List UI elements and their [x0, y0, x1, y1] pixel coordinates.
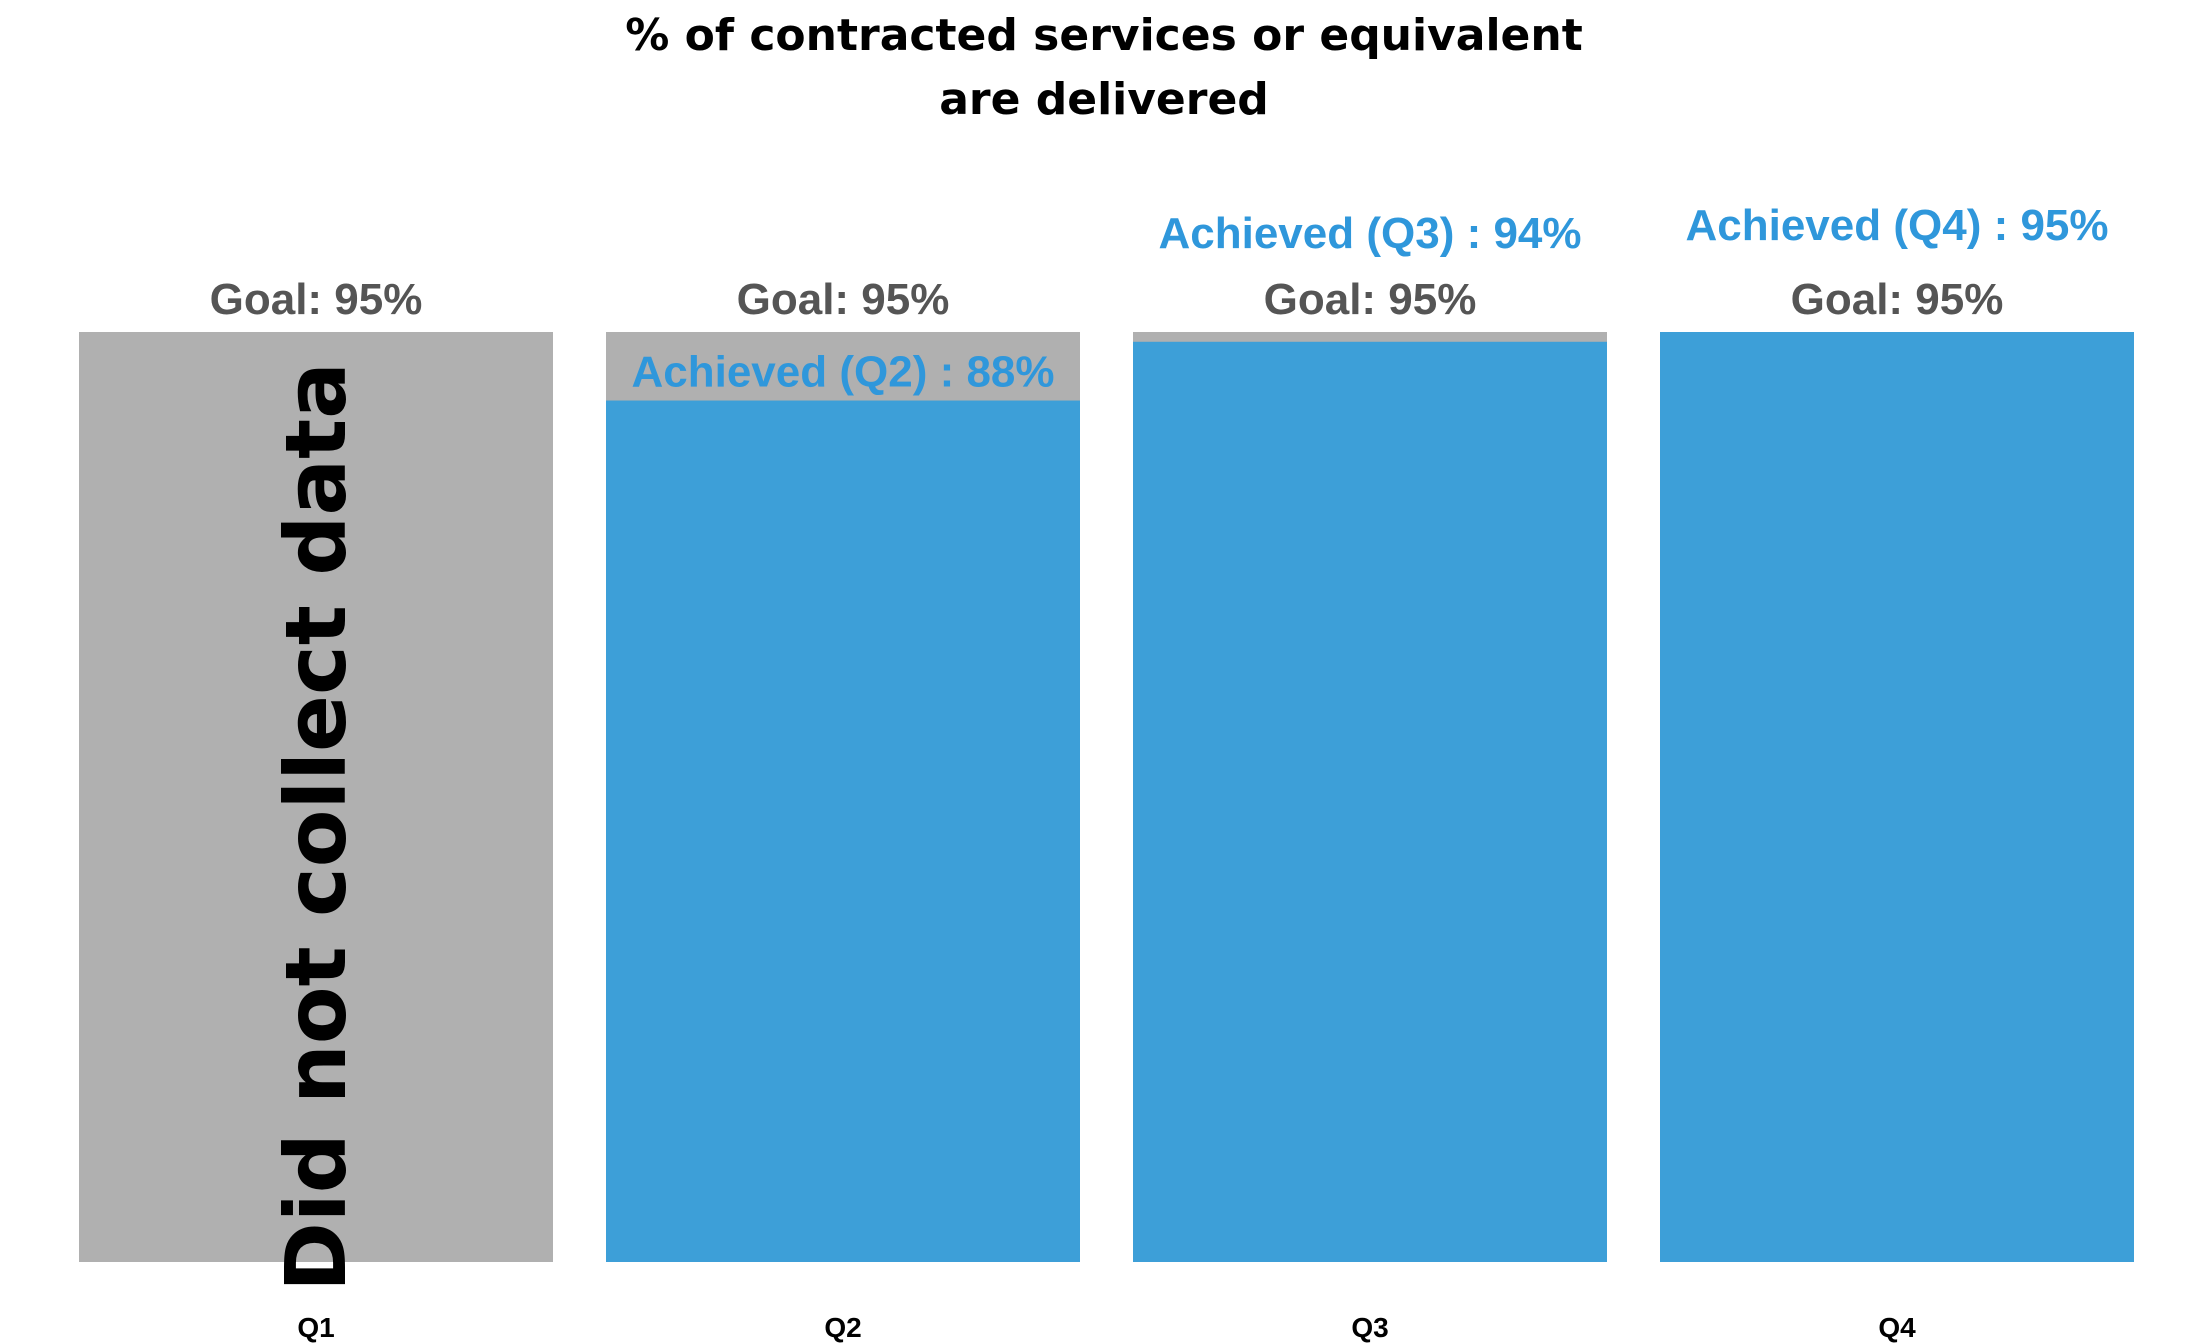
no-data-label: Did not collect data: [267, 362, 365, 1292]
achieved-bar-q3: [1133, 341, 1607, 1263]
achieved-label-q4: Achieved (Q4) : 95%: [1685, 201, 2108, 250]
achieved-bar-q4: [1660, 332, 2134, 1262]
bars-group: Goal: 95% Did not collect data Q1 Goal: 95%…: [79, 201, 2134, 1343]
achieved-label-q2: Achieved (Q2) : 88%: [631, 348, 1054, 397]
x-tick-label-q3: Q3: [1351, 1312, 1388, 1343]
chart-title-line-1: % of contracted services or equivalent: [625, 10, 1583, 61]
x-tick-label-q2: Q2: [824, 1312, 861, 1343]
chart-title-line-2: are delivered: [939, 74, 1269, 125]
achieved-bar-q2: [606, 400, 1080, 1262]
x-tick-label-q1: Q1: [297, 1312, 334, 1343]
goal-bar-q1: [79, 332, 553, 1262]
goal-label-q3: Goal: 95%: [1264, 275, 1477, 324]
goal-label-q4: Goal: 95%: [1791, 275, 2004, 324]
goal-label-q1: Goal: 95%: [210, 275, 423, 324]
goal-label-q2: Goal: 95%: [737, 275, 950, 324]
achieved-label-q3: Achieved (Q3) : 94%: [1158, 209, 1581, 258]
x-tick-label-q4: Q4: [1878, 1312, 1916, 1343]
